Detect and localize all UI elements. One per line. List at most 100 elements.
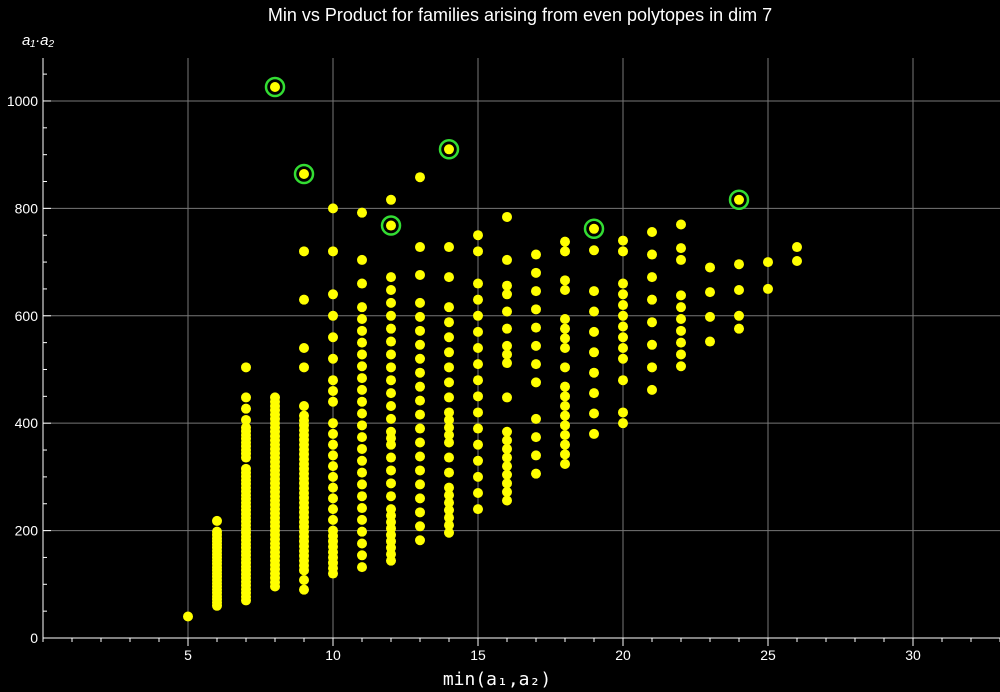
tick-marks (42, 73, 1000, 646)
data-point (386, 465, 396, 476)
data-point (212, 526, 222, 537)
data-point (531, 468, 541, 479)
data-point (444, 362, 454, 373)
data-point (473, 423, 483, 434)
data-point (415, 172, 425, 183)
data-point (560, 391, 570, 402)
data-point (560, 420, 570, 431)
data-point (357, 432, 367, 443)
data-point (444, 527, 454, 538)
data-point (386, 349, 396, 360)
data-point (328, 525, 338, 536)
data-point (357, 538, 367, 549)
highlight-ring (293, 163, 315, 185)
data-point (444, 347, 454, 358)
data-point (502, 435, 512, 446)
data-point (531, 286, 541, 297)
data-point (299, 246, 309, 257)
data-point (328, 332, 338, 343)
data-point (560, 333, 570, 344)
data-point (531, 413, 541, 424)
data-point (734, 194, 744, 205)
data-point (415, 242, 425, 253)
data-point (328, 504, 338, 515)
data-point (444, 497, 454, 508)
y-tick-label: 0 (30, 630, 38, 646)
data-point (560, 459, 570, 469)
data-point (415, 507, 425, 518)
data-point (415, 325, 425, 336)
highlight-ring (264, 76, 286, 98)
highlight-rings (264, 76, 750, 240)
data-point (386, 504, 396, 515)
data-point (560, 323, 570, 334)
data-point (676, 337, 686, 348)
data-point (328, 375, 338, 386)
data-point (618, 300, 628, 311)
data-point (328, 203, 338, 214)
data-point (415, 409, 425, 420)
data-point (386, 478, 396, 489)
data-point (589, 408, 599, 419)
data-point (473, 310, 483, 321)
data-point (473, 407, 483, 418)
data-point (444, 317, 454, 328)
data-point (386, 336, 396, 347)
x-tick-label: 25 (760, 647, 776, 663)
data-point (531, 377, 541, 388)
data-point (560, 381, 570, 392)
data-point (241, 414, 251, 425)
data-point (705, 262, 715, 273)
data-point (444, 490, 454, 501)
highlight-ring (728, 189, 750, 211)
data-point (589, 286, 599, 297)
data-point (386, 388, 396, 399)
data-point (618, 332, 628, 343)
data-point (415, 381, 425, 392)
data-point (618, 418, 628, 429)
data-point (444, 332, 454, 343)
data-point (763, 257, 773, 268)
data-point (386, 194, 396, 205)
data-point (328, 385, 338, 396)
data-point (589, 367, 599, 378)
data-point (618, 321, 628, 332)
data-point (618, 343, 628, 353)
data-point (473, 375, 483, 386)
data-point (444, 437, 454, 448)
y-tick-label: 1000 (7, 93, 38, 109)
data-point (531, 322, 541, 333)
data-point (734, 310, 744, 321)
data-point (357, 325, 367, 336)
data-point (212, 515, 222, 526)
data-point (444, 452, 454, 463)
data-point (357, 302, 367, 313)
data-point (647, 384, 657, 395)
data-point (502, 469, 512, 480)
data-point (415, 269, 425, 280)
data-point (618, 310, 628, 321)
data-point (473, 230, 483, 241)
data-point (328, 514, 338, 525)
data-points (183, 82, 802, 622)
data-point (328, 461, 338, 472)
data-point (299, 584, 309, 595)
data-point (444, 512, 454, 523)
x-tick-label: 10 (325, 647, 341, 663)
data-point (676, 219, 686, 230)
data-point (415, 465, 425, 476)
data-point (560, 285, 570, 295)
data-point (299, 401, 309, 411)
data-point (357, 443, 367, 454)
data-point (357, 337, 367, 348)
highlight-ring (438, 139, 460, 160)
data-point (502, 461, 512, 472)
data-point (357, 550, 367, 561)
data-point (618, 289, 628, 300)
data-point (647, 294, 657, 305)
data-point (560, 449, 570, 460)
data-point (415, 451, 425, 462)
y-tick-label: 400 (15, 415, 39, 431)
data-point (357, 314, 367, 324)
data-point (560, 275, 570, 286)
